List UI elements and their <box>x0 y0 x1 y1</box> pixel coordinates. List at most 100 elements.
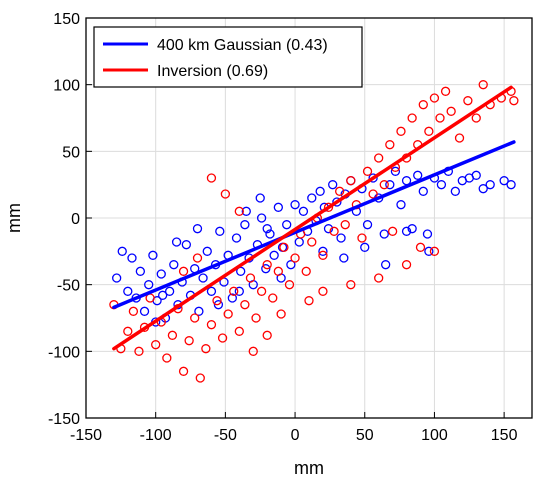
gaussian-point <box>336 233 346 243</box>
inversion-point <box>318 286 328 296</box>
gaussian-point <box>117 246 127 256</box>
inversion-point <box>190 313 200 323</box>
inversion-point <box>201 344 211 354</box>
inversion-point <box>478 80 488 90</box>
gaussian-point <box>298 206 309 216</box>
gaussian-point <box>407 224 417 234</box>
gaussian-point <box>192 224 203 234</box>
inversion-point <box>301 266 311 276</box>
y-tick-label: -100 <box>48 344 80 361</box>
y-tick-label: -50 <box>57 278 80 295</box>
inversion-point <box>374 153 384 163</box>
inversion-point <box>178 366 189 376</box>
inversion-point <box>446 106 456 116</box>
gaussian-point <box>171 237 182 247</box>
inversion-point <box>206 320 217 330</box>
y-tick-label: 50 <box>62 144 80 161</box>
inversion-point <box>245 273 256 283</box>
inversion-point <box>234 206 244 216</box>
gaussian-point <box>362 220 373 230</box>
x-tick-label: 50 <box>356 427 374 444</box>
inversion-point <box>162 353 172 363</box>
inversion-point <box>151 340 161 350</box>
legend: 400 km Gaussian (0.43) Inversion (0.69) <box>93 26 363 88</box>
gaussian-point <box>206 286 217 296</box>
legend-label-gaussian: 400 km Gaussian (0.43) <box>157 37 328 54</box>
inversion-point <box>262 260 272 270</box>
gaussian-point <box>240 220 250 230</box>
inversion-point <box>509 96 519 106</box>
gaussian-point <box>256 213 267 223</box>
gaussian-point <box>198 273 208 283</box>
gaussian-point <box>385 180 395 190</box>
inversion-point <box>212 296 222 306</box>
gaussian-point <box>478 184 488 194</box>
y-tick-label: -150 <box>48 411 80 428</box>
inversion-point <box>128 306 139 316</box>
inversion-point <box>192 253 203 263</box>
gaussian-point <box>422 229 433 239</box>
gaussian-point <box>390 166 401 176</box>
inversion-point <box>362 166 373 176</box>
inversion-point <box>307 237 317 247</box>
gaussian-point <box>255 193 265 203</box>
gaussian-point <box>381 260 391 270</box>
inversion-point <box>379 180 389 190</box>
inversion-point <box>195 373 205 383</box>
gaussian-point <box>148 250 158 260</box>
x-axis-ticks: -150 -100 -50 0 50 100 150 <box>70 412 518 444</box>
gaussian-point <box>436 180 447 190</box>
inversion-point <box>429 246 440 256</box>
gaussian-point <box>485 180 495 190</box>
inversion-point <box>290 253 300 263</box>
y-tick-label: 100 <box>53 78 80 95</box>
inversion-point <box>454 133 465 143</box>
inversion-point <box>463 96 473 106</box>
gaussian-point <box>368 173 378 183</box>
y-tick-label: 150 <box>53 11 80 28</box>
inversion-point <box>401 260 412 270</box>
inversion-point <box>223 309 233 319</box>
inversion-fit-line <box>112 85 513 351</box>
gaussian-point <box>202 246 212 256</box>
inversion-point <box>335 186 345 196</box>
gaussian-point <box>127 253 137 263</box>
inversion-point <box>357 233 367 243</box>
inversion-point <box>368 189 378 199</box>
inversion-point <box>387 226 398 236</box>
inversion-point <box>435 113 445 123</box>
inversion-point <box>424 126 434 136</box>
gaussian-point <box>450 186 460 196</box>
inversion-point <box>240 300 250 310</box>
inversion-point <box>167 330 178 340</box>
gaussian-point <box>262 224 272 234</box>
gaussian-point <box>169 260 179 270</box>
gaussian-point <box>139 306 150 316</box>
fit-lines <box>112 85 516 351</box>
gaussian-point <box>413 170 423 180</box>
inversion-point <box>268 293 278 303</box>
inversion-point <box>385 140 395 150</box>
gaussian-point <box>424 246 434 256</box>
y-axis-ticks: 150 100 50 0 -50 -100 -150 <box>48 11 92 428</box>
gaussian-point <box>123 286 133 296</box>
gaussian-point <box>181 240 192 250</box>
gaussian-point <box>265 229 275 239</box>
inversion-point <box>234 326 244 336</box>
gaussian-point <box>471 170 481 180</box>
gaussian-point <box>164 286 175 296</box>
gaussian-point <box>506 180 516 190</box>
y-axis-title: mm <box>4 203 24 233</box>
inversion-point <box>323 202 334 212</box>
gaussian-point <box>273 202 283 212</box>
gaussian-point <box>213 300 224 310</box>
inversion-point <box>329 226 339 236</box>
gaussian-point <box>231 233 242 243</box>
y-tick-label: 0 <box>71 211 80 228</box>
inversion-point <box>440 86 451 96</box>
gaussian-point <box>307 193 317 203</box>
gaussian-point <box>339 253 349 263</box>
legend-label-inversion: Inversion (0.69) <box>157 63 268 80</box>
gaussian-point <box>269 250 279 260</box>
inversion-point <box>415 242 426 252</box>
